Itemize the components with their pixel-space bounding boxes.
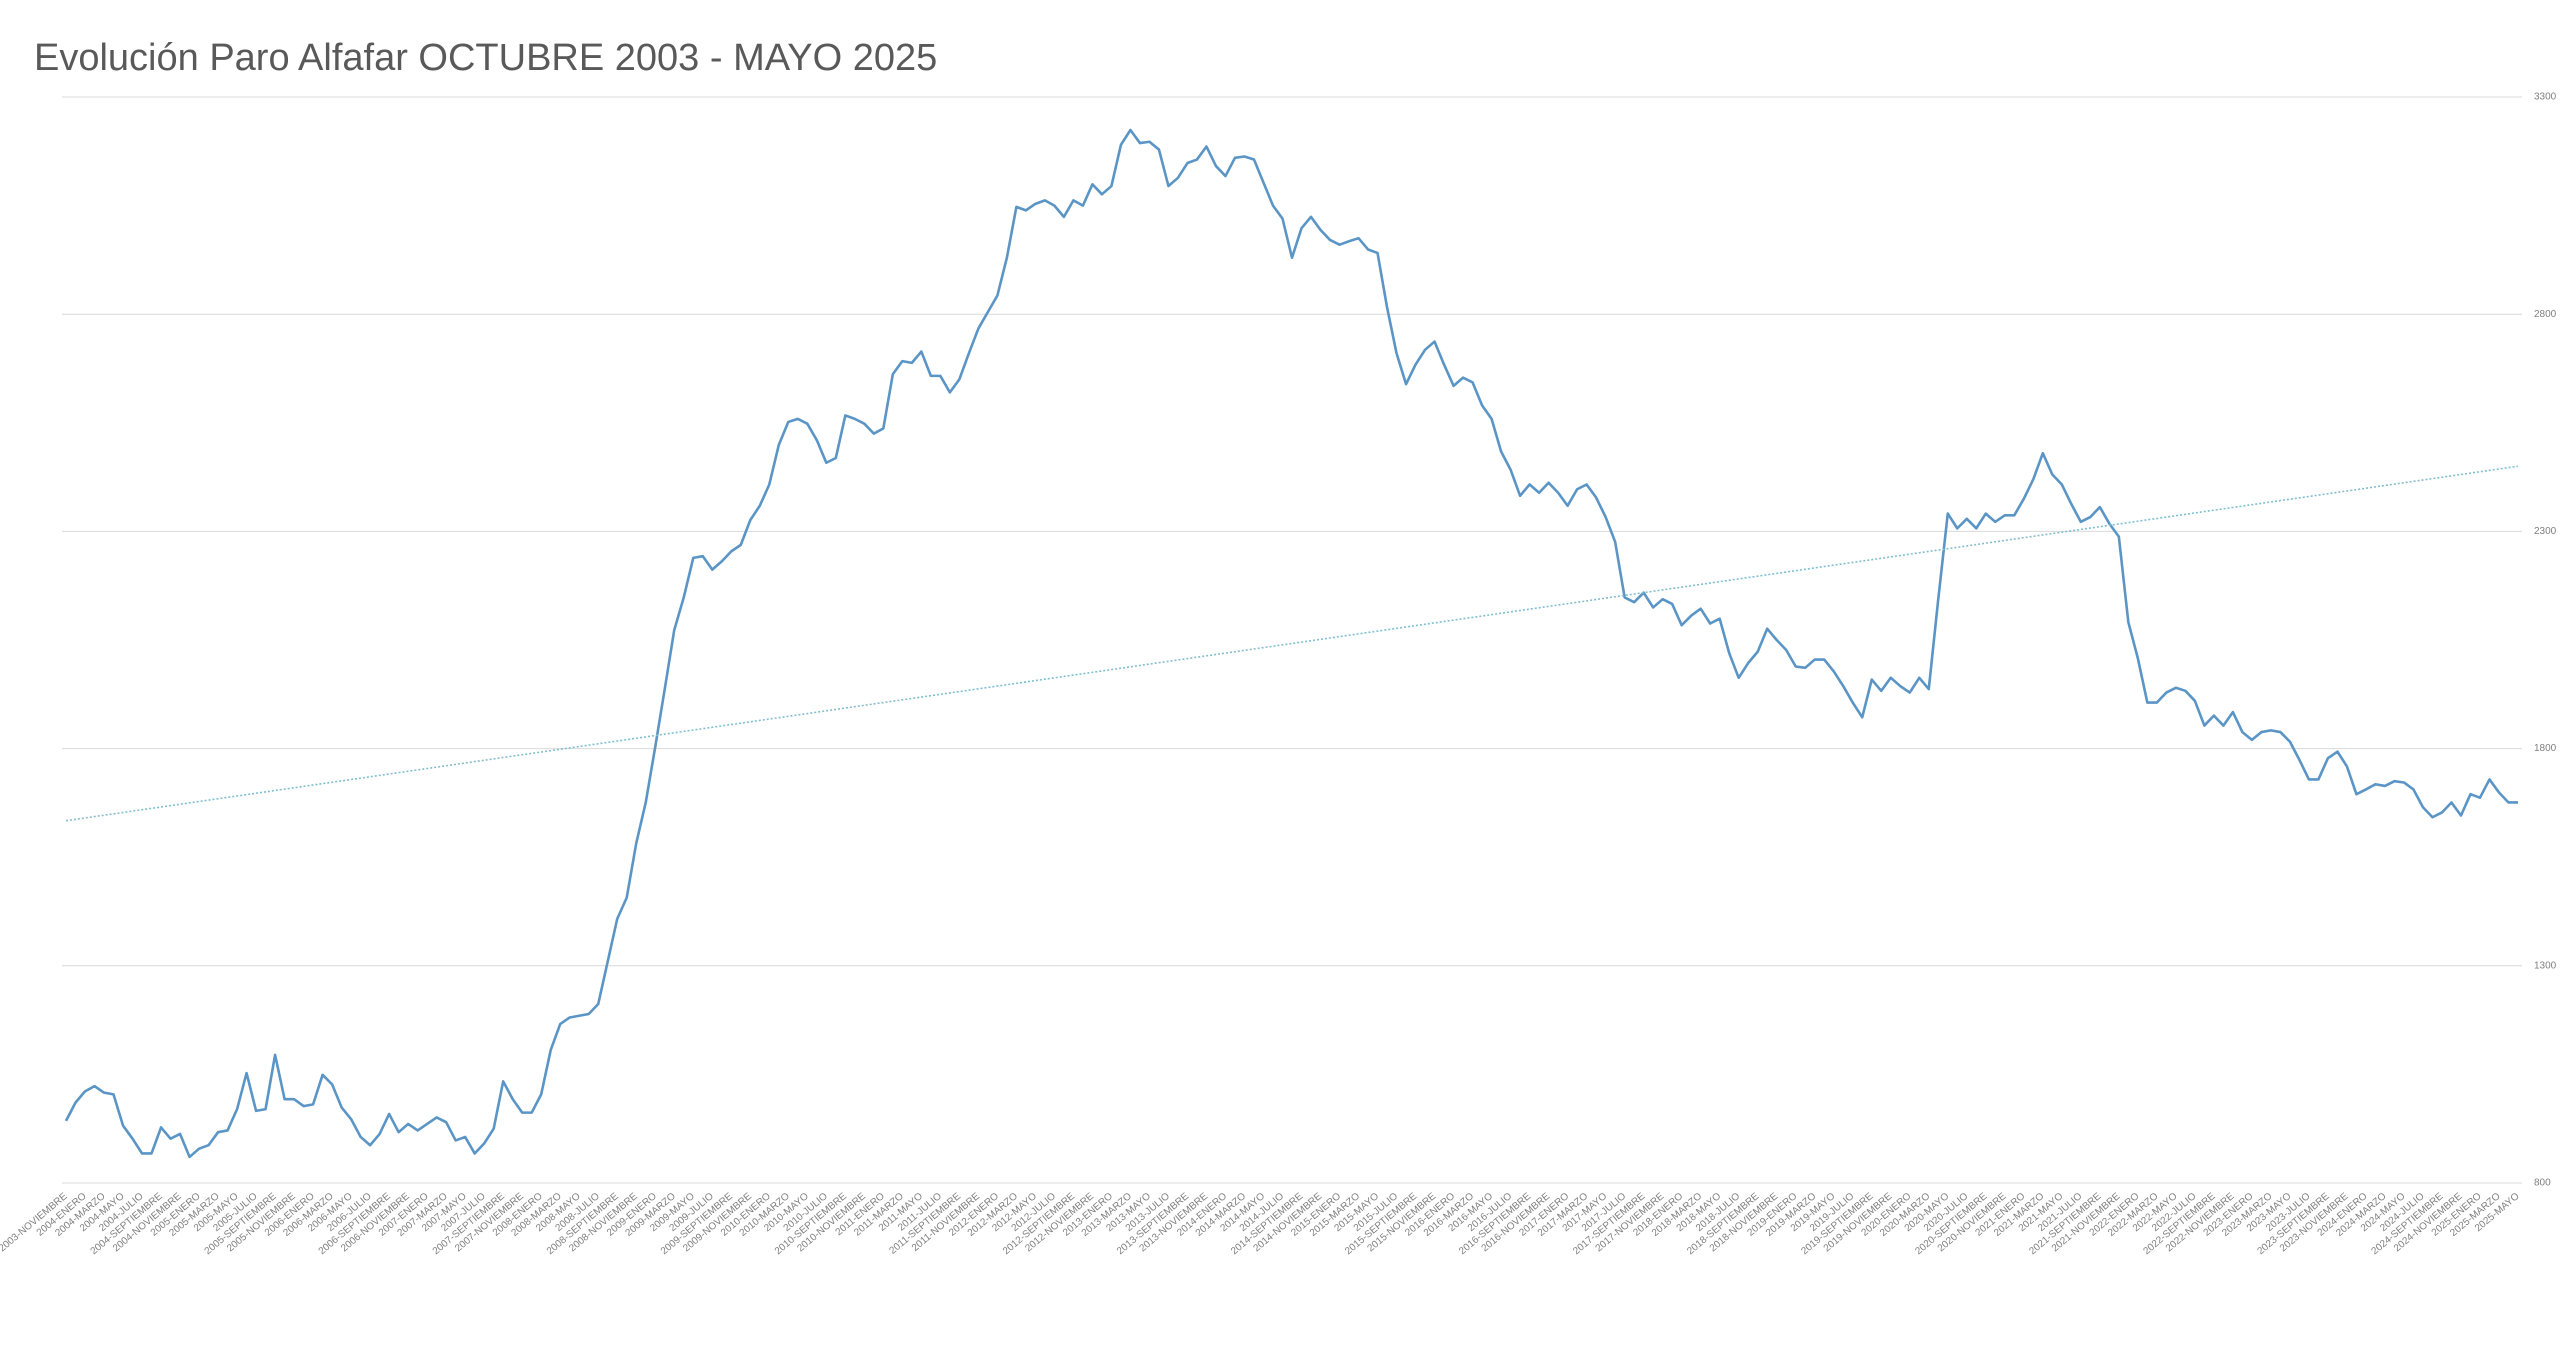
y-tick-label: 800 [2534, 1178, 2551, 1189]
chart-title: Evolución Paro Alfafar OCTUBRE 2003 - MA… [34, 37, 937, 79]
y-tick-label: 3300 [2534, 92, 2557, 103]
trend-line [65, 465, 2519, 822]
y-tick-label: 1800 [2534, 743, 2557, 754]
y-tick-label: 2300 [2534, 526, 2557, 537]
y-tick-label: 1300 [2534, 960, 2557, 971]
data-line [64, 128, 2518, 1159]
y-tick-label: 2800 [2534, 309, 2557, 320]
